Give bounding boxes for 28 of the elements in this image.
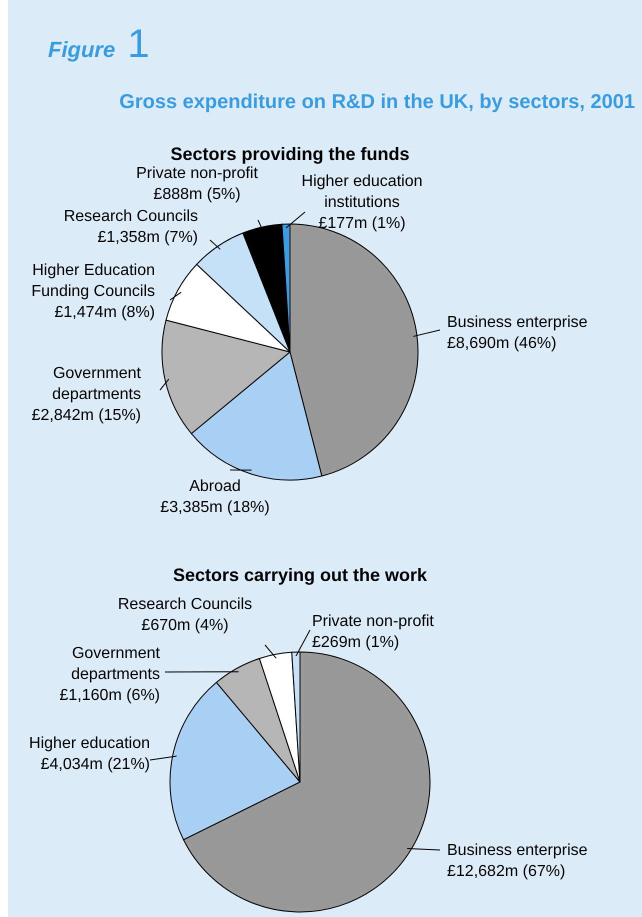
chart-subtitle: Sectors providing the funds	[170, 144, 410, 164]
data-label: £888m (5%)	[153, 186, 241, 203]
caption: Figure 1	[48, 22, 150, 66]
data-label: £177m (1%)	[318, 215, 406, 232]
chart-title: Sectors carrying out the work	[172, 565, 428, 585]
data-label: £1,358m (7%)	[98, 229, 198, 246]
slice-label: Research Councils	[64, 208, 198, 225]
data-label: £1,160m (6%)	[60, 687, 160, 704]
data-label: £269m (1%)	[312, 634, 400, 651]
data-label: £670m (4%)	[141, 617, 229, 634]
data-label: £1,474m (8%)	[54, 304, 155, 321]
slice-label: Abroad	[189, 478, 241, 495]
slice-label: Research Councils	[118, 596, 252, 613]
data-label: £2,842m (15%)	[32, 407, 141, 424]
data-label: £3,385m (18%)	[160, 499, 270, 516]
slice-label: Government departments	[52, 365, 142, 403]
slice-label: Higher education institutions	[302, 173, 422, 211]
slice-label: Higher Education Funding Councils	[31, 262, 155, 300]
chart-title: Gross expenditure on R&D in the UK, by sectors, 2001	[119, 91, 635, 113]
slice-label: Higher education	[29, 735, 150, 752]
slice-label: Private non-profit	[312, 613, 434, 630]
slice-label: Private non-profit	[136, 165, 258, 182]
slice-label: Government departments	[71, 645, 161, 683]
slice-label: Business enterprise	[447, 314, 588, 331]
slice-label: Business enterprise	[447, 842, 588, 859]
data-label: £4,034m (21%)	[40, 756, 150, 773]
data-label: £8,690m (46%)	[447, 335, 556, 352]
data-label: £12,682m (67%)	[447, 863, 566, 880]
